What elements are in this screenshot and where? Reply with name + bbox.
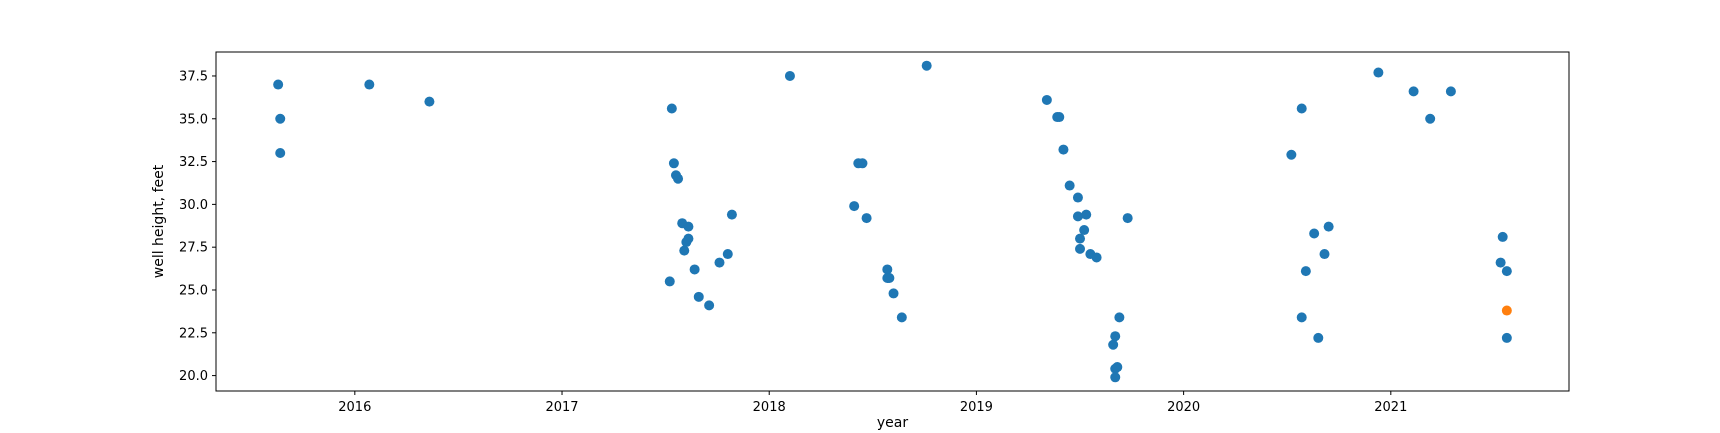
data-point <box>714 257 725 268</box>
y-tick-label: 27.5 <box>179 241 208 256</box>
data-point <box>1091 252 1102 263</box>
data-point <box>861 213 872 224</box>
data-point <box>1319 249 1330 260</box>
data-point <box>1373 67 1384 78</box>
data-point <box>1323 221 1334 232</box>
data-point <box>666 103 677 114</box>
y-tick-label: 22.5 <box>179 326 208 341</box>
x-tick-label: 2019 <box>960 400 993 415</box>
y-axis-label: well height, feet <box>151 164 167 278</box>
data-point <box>1075 243 1086 254</box>
y-tick-label: 30.0 <box>179 198 208 213</box>
x-axis-label: year <box>877 415 908 431</box>
x-tick-label: 2016 <box>338 400 371 415</box>
data-point <box>1501 266 1512 277</box>
data-point <box>673 173 684 184</box>
data-point <box>668 158 679 169</box>
data-point <box>884 273 895 283</box>
data-point <box>1497 231 1508 242</box>
x-tick-label: 2017 <box>545 400 578 415</box>
data-point <box>882 264 893 275</box>
data-point <box>1110 331 1121 342</box>
data-point <box>1122 213 1133 224</box>
data-point <box>1108 339 1119 350</box>
data-point <box>1300 266 1311 277</box>
data-point <box>1079 225 1090 236</box>
data-point <box>1296 103 1307 114</box>
data-point <box>1072 192 1083 203</box>
data-point <box>1112 362 1123 373</box>
data-point <box>1286 149 1297 160</box>
data-point <box>726 209 737 220</box>
data-point <box>1425 113 1436 124</box>
x-tick-label: 2020 <box>1167 400 1200 415</box>
data-point <box>888 288 899 299</box>
data-point <box>275 148 286 159</box>
data-point <box>689 264 700 275</box>
data-point <box>1072 211 1083 222</box>
data-point <box>784 70 795 81</box>
y-tick-label: 35.0 <box>179 112 208 127</box>
data-point <box>1501 332 1512 343</box>
data-point <box>275 113 286 124</box>
data-point <box>921 60 932 71</box>
highlighted-data-point <box>1501 305 1512 316</box>
data-point <box>424 96 435 107</box>
y-tick-label: 25.0 <box>179 283 208 298</box>
data-point <box>364 79 375 90</box>
data-point <box>1408 86 1419 97</box>
data-point <box>704 300 715 311</box>
data-point <box>1309 228 1320 239</box>
data-point <box>849 201 860 212</box>
data-point <box>1313 332 1324 343</box>
data-point <box>273 79 284 90</box>
data-point <box>1445 86 1456 97</box>
data-point <box>679 245 690 256</box>
data-point <box>693 291 704 302</box>
y-tick-label: 32.5 <box>179 155 208 170</box>
data-point <box>683 221 694 232</box>
data-point <box>683 233 694 244</box>
data-point <box>1075 233 1086 244</box>
data-point <box>1110 372 1121 383</box>
data-point <box>1054 112 1065 123</box>
data-point <box>1058 144 1069 155</box>
y-tick-label: 37.5 <box>179 69 208 84</box>
data-point <box>1495 257 1506 268</box>
x-axis-ticks: 2016 2017 2018 2019 2020 2021 <box>338 391 1407 415</box>
y-tick-label: 20.0 <box>179 369 208 384</box>
data-point <box>1081 209 1092 220</box>
x-tick-label: 2021 <box>1374 400 1407 415</box>
data-point <box>1041 94 1052 105</box>
data-point <box>722 249 733 260</box>
data-point <box>896 312 907 323</box>
x-tick-label: 2018 <box>753 400 786 415</box>
data-points <box>273 60 1512 383</box>
data-point <box>664 276 675 287</box>
data-point <box>1296 312 1307 323</box>
plot-area-frame <box>215 51 1570 392</box>
data-point <box>1064 180 1075 191</box>
y-axis-ticks: 20.0 22.5 25.0 27.5 30.0 32.5 35.0 37.5 <box>179 69 216 384</box>
data-point <box>857 158 868 169</box>
data-point <box>1114 312 1125 323</box>
